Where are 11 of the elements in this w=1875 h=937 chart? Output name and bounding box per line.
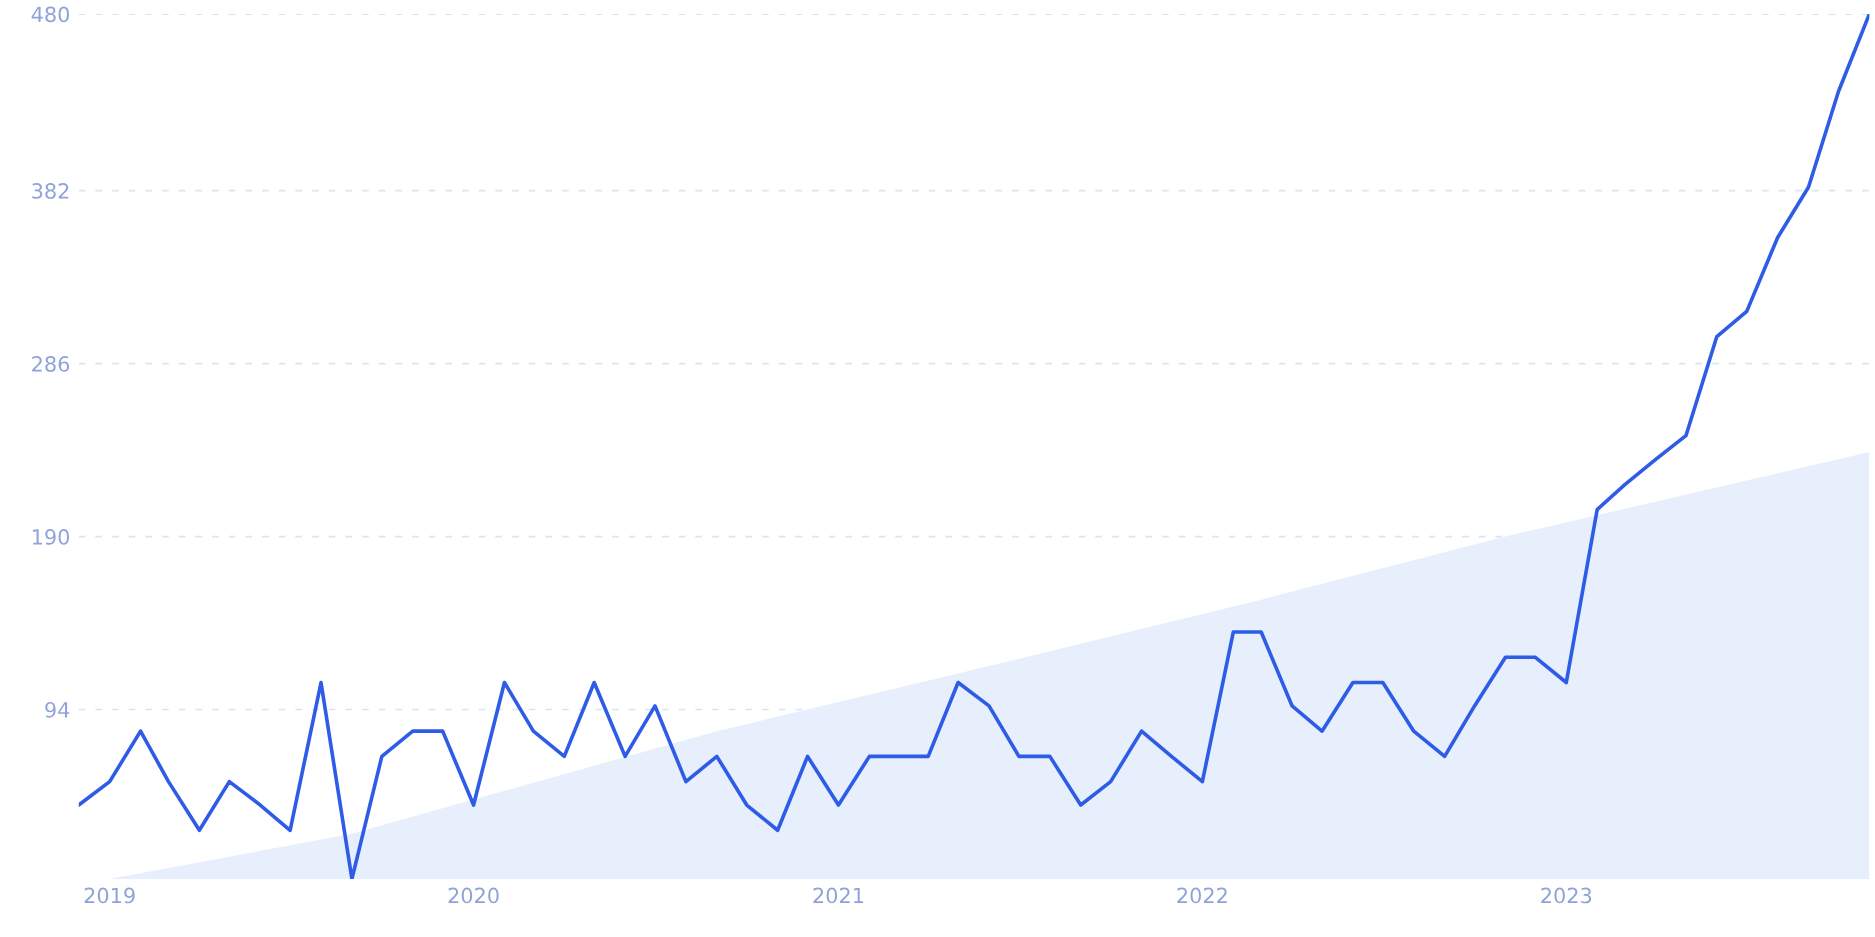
x-tick-label: 2022	[1177, 887, 1227, 904]
y-tick-label: 480	[31, 6, 70, 23]
x-tick-label: 2020	[448, 887, 499, 904]
x-tick-label: 2021	[813, 887, 864, 904]
y-tick-label: 190	[32, 529, 70, 545]
y-tick-label: 286	[32, 356, 70, 372]
x-tick-label: 2023	[1541, 887, 1592, 904]
line-series	[78, 14, 1870, 879]
x-tick-label: 2019	[84, 887, 135, 904]
y-tick-label: 94	[45, 701, 70, 718]
y-tick-label: 382	[32, 183, 69, 199]
